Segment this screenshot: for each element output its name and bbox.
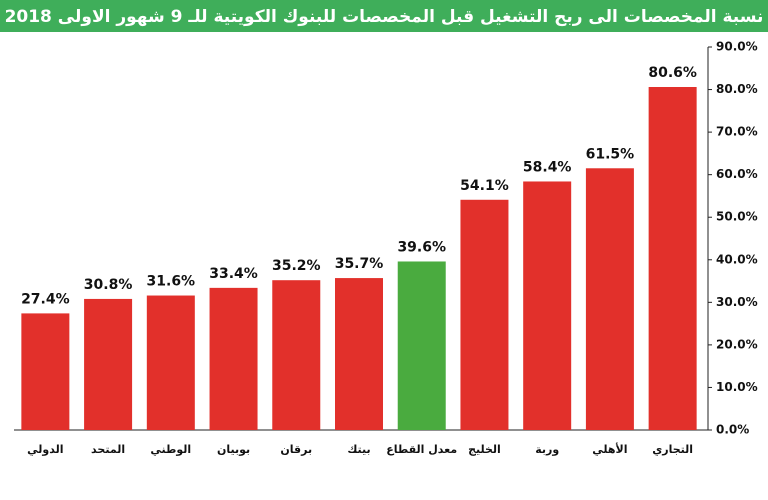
y-tick-label: 10.0% [716,380,758,394]
bar [585,168,634,431]
x-tick-label: بيتك [347,443,370,456]
bar [648,87,697,430]
x-tick-label: معدل القطاع [386,443,457,456]
x-tick-label: المتحد [91,443,125,456]
y-tick-label: 30.0% [716,295,758,309]
bar [209,287,258,430]
bar [460,199,509,430]
bar [272,280,321,430]
bar [523,181,572,430]
x-tick-label: الوطني [150,443,191,456]
y-tick-label: 50.0% [716,210,758,224]
value-label: 33.4% [209,266,258,282]
bar [146,295,195,430]
y-tick-label: 60.0% [716,167,758,181]
bar [397,261,446,430]
value-label: 30.8% [84,277,133,293]
value-label: 61.5% [586,146,635,162]
y-tick-label: 90.0% [716,40,758,54]
y-tick-label: 20.0% [716,337,758,351]
x-tick-label: برقان [280,443,312,456]
x-tick-label: الدولي [27,443,63,456]
value-label: 27.4% [21,291,70,307]
value-label: 80.6% [648,65,697,81]
x-tick-label: بوبيان [217,443,250,456]
value-label: 31.6% [147,274,196,290]
value-label: 39.6% [397,239,446,255]
bar [21,313,70,430]
x-tick-label: التجاري [652,443,693,456]
value-label: 58.4% [523,159,572,175]
x-tick-label: وربة [535,443,559,456]
x-tick-label: الأهلي [592,442,627,456]
y-tick-label: 40.0% [716,252,758,266]
value-label: 35.7% [335,256,384,272]
chart-title: نسبة المخصصات الى ربح التشغيل قبل المخصص… [5,7,764,27]
y-tick-label: 70.0% [716,125,758,139]
value-label: 54.1% [460,178,509,194]
x-tick-label: الخليج [468,443,501,456]
value-label: 35.2% [272,258,321,274]
y-tick-label: 0.0% [716,423,749,437]
title-banner [0,0,768,32]
bar [335,278,383,430]
bar [84,298,133,430]
y-tick-label: 80.0% [716,82,758,96]
